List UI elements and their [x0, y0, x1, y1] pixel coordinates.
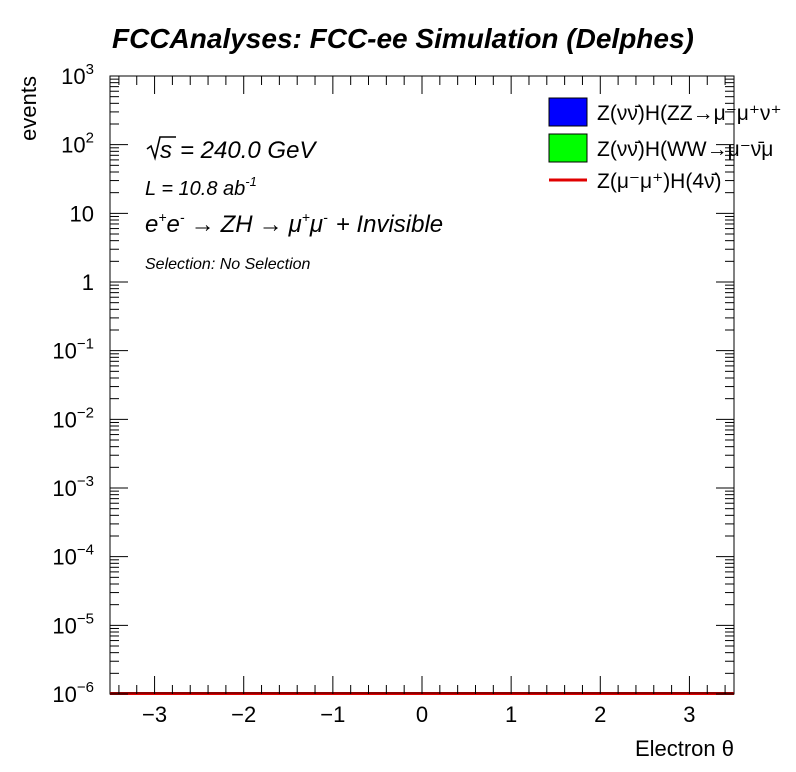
x-tick-label: 2 [594, 702, 606, 727]
plot-area-border [109, 75, 735, 695]
process-e1: e [145, 211, 158, 238]
y-tick-label: 10−4 [52, 542, 94, 570]
legend: Z(νν̄)H(ZZ→μ⁻μ⁺ν⁺ Z(νν̄)H(WW→μ⁻ν̄μ Z(μ⁻μ⁺)… [548, 97, 782, 193]
energy-annotation: = 240.0 GeV [180, 137, 317, 164]
process-mu2-sup: - [323, 209, 328, 225]
lumi-exponent: -1 [245, 174, 257, 189]
legend-label-2: Z(νν̄)H(WW→μ⁻ν̄μ [597, 138, 773, 161]
y-tick-label: 1 [82, 270, 94, 295]
process-arrow-1: → [191, 211, 215, 238]
x-tick-label: −2 [231, 702, 256, 727]
process-zh: ZH [220, 211, 254, 238]
process-arrow-2: → [259, 211, 283, 238]
x-tick-label: 3 [683, 702, 695, 727]
luminosity-annotation: L = 10.8 ab-1 [145, 174, 257, 200]
y-axis: 10−6 10−5 10−4 10−3 10−2 10−1 1 10 102 103 [52, 61, 734, 707]
process-annotation: e+e- → ZH → μ+μ- + Invisible [145, 209, 443, 238]
process-e2-sup: - [180, 209, 185, 225]
y-tick-label: 10−3 [52, 473, 94, 501]
process-mu1-sup: + [302, 209, 310, 225]
sqrt-s-symbol: s [160, 137, 172, 164]
legend-swatch-1 [548, 97, 588, 127]
x-axis: −3 −2 −1 0 1 2 3 [118, 76, 726, 727]
process-e1-sup: + [158, 209, 166, 225]
process-mu1: μ [288, 211, 302, 238]
y-tick-label: 10 [70, 201, 94, 226]
lumi-prefix: L = 10.8 ab [145, 178, 245, 200]
annotations: s = 240.0 GeV L = 10.8 ab-1 e+e- → ZH → μ+μ-… [145, 136, 443, 273]
y-tick-label: 10−5 [52, 610, 94, 638]
y-tick-label: 102 [61, 130, 94, 158]
process-mu2: μ [309, 211, 323, 238]
y-tick-label: 103 [61, 61, 94, 89]
x-tick-label: −3 [142, 702, 167, 727]
y-tick-label: 10−2 [52, 404, 94, 432]
legend-label-1: Z(νν̄)H(ZZ→μ⁻μ⁺ν⁺ [597, 102, 782, 125]
y-tick-label: 10−1 [52, 336, 94, 364]
legend-label-3: Z(μ⁻μ⁺)H(4ν̄) [597, 170, 722, 193]
chart-title: FCCAnalyses: FCC-ee Simulation (Delphes) [112, 23, 694, 54]
y-tick-label: 10−6 [52, 679, 94, 707]
y-axis-label: events [16, 76, 41, 141]
process-rest: + Invisible [336, 211, 443, 238]
selection-annotation: Selection: No Selection [145, 256, 311, 273]
x-tick-label: −1 [320, 702, 345, 727]
x-tick-label: 1 [505, 702, 517, 727]
plot-frame [109, 75, 735, 695]
legend-swatch-2 [548, 133, 588, 163]
process-e2: e [167, 211, 180, 238]
sqrt-sign [146, 136, 176, 161]
x-axis-label: Electron θ [635, 736, 734, 761]
x-tick-label: 0 [416, 702, 428, 727]
